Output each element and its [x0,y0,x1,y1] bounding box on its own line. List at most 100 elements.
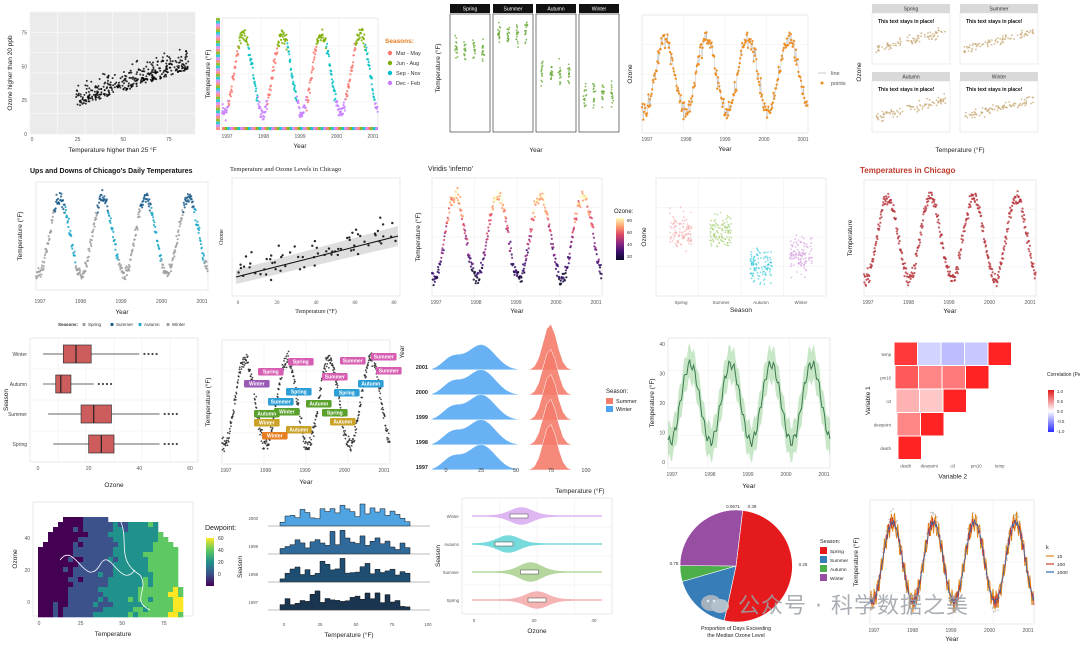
data-point [492,208,495,211]
data-point [864,284,868,287]
data-point [700,43,703,46]
data-point [326,42,329,45]
data-point [333,90,336,93]
data-point [989,112,991,115]
data-point [996,274,1000,277]
data-point [245,353,248,356]
heatmap-cell [158,562,164,568]
data-point [647,93,650,96]
heatmap-cell [93,537,99,543]
heatmap-cell [53,557,59,563]
data-point [748,41,752,44]
data-point [85,265,88,268]
data-point [794,238,796,241]
heatmap-cell [103,607,109,613]
data-point [471,269,474,272]
data-point [222,436,225,439]
data-point [371,365,374,368]
data-point [686,113,689,116]
data-point [239,266,243,270]
data-point [552,246,555,249]
label-text: Winter [279,410,295,416]
data-point [522,269,525,272]
heatmap-cell [53,602,59,608]
data-point [601,92,604,95]
data-point [177,65,180,67]
y-tick-label: 40 [659,342,665,348]
heatmap-cell [168,547,174,553]
label-text: Summer [379,369,399,375]
data-point [984,108,986,110]
data-point [792,241,795,244]
data-point [374,363,377,365]
data-point [271,76,274,79]
data-point [690,226,693,229]
heatmap-cell [138,562,144,568]
rug-mark [274,127,277,130]
data-point [735,89,738,92]
data-point [264,442,267,445]
heatmap-cell [73,587,79,593]
data-point [277,396,279,398]
data-point [888,44,890,47]
data-point [875,114,878,117]
data-point [796,248,799,251]
data-point [54,207,57,210]
data-point [297,101,300,104]
data-point [528,234,531,238]
data-point [975,198,979,201]
rug-mark [216,29,220,32]
data-point [91,235,94,238]
heatmap-cell [113,527,119,533]
data-point [990,275,993,278]
data-point [198,237,201,240]
data-point [254,90,257,93]
data-point [756,77,759,80]
data-point [979,211,982,214]
data-point [479,261,483,264]
data-point [661,42,664,46]
data-point [246,43,250,47]
data-point [743,43,746,47]
data-point [236,50,239,53]
heatmap-cell [103,572,109,578]
data-point [482,53,484,55]
data-point [730,101,734,105]
label-text: Spring [327,411,343,417]
heatmap-cell [133,542,139,548]
data-point [504,220,507,223]
data-point [733,81,736,84]
data-point [303,266,306,269]
data-point [734,91,737,94]
heatmap-cell [143,607,149,613]
data-point [190,198,193,201]
facet-panel [578,13,620,133]
data-point [551,74,554,76]
data-point [878,225,881,228]
data-point [297,402,300,405]
heatmap-cell [98,572,104,578]
data-point [373,366,376,369]
chart-p3: Spring Summer Autumn WinterYearTemperature … [434,4,620,154]
data-point [481,60,484,62]
box [55,374,72,394]
data-point [318,395,321,398]
data-point [165,62,168,65]
data-point [129,258,132,261]
data-point [684,229,687,232]
data-point [961,241,964,244]
data-point [811,256,813,259]
data-point [704,38,707,41]
data-point [301,106,305,109]
data-point [136,216,140,219]
data-point [254,84,257,88]
data-point [1031,28,1034,31]
heatmap-cell [53,567,59,573]
data-point [312,435,315,437]
data-point [687,240,690,243]
heatmap-cell [63,522,69,528]
data-point [937,29,940,32]
data-point [896,228,899,231]
heatmap-cell [138,547,144,553]
data-point [474,282,477,285]
